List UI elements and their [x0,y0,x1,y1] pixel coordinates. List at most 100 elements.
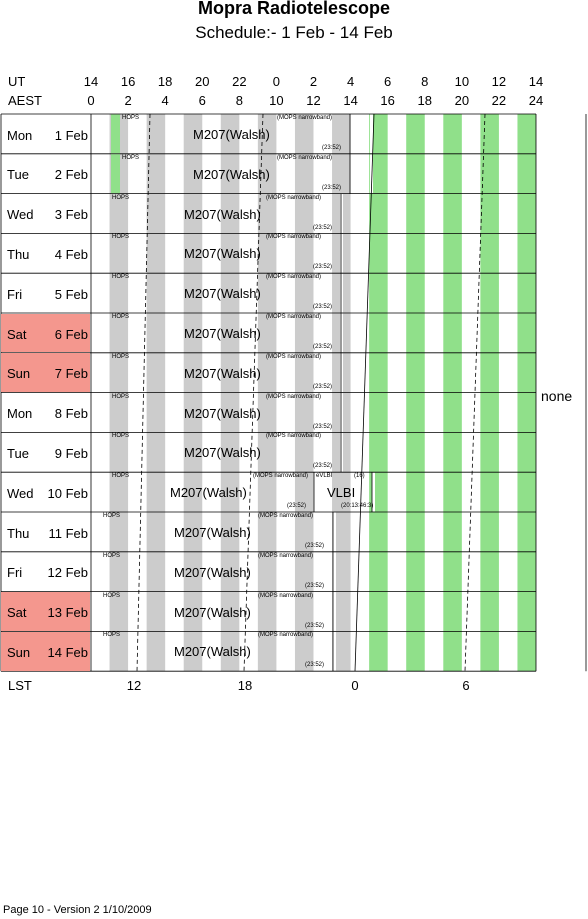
lst-time: (23:52) [305,543,325,549]
day-date: 12 Feb [47,565,88,581]
day-cell: Fri 5 Feb [1,274,90,313]
ut-tick: 4 [346,74,355,89]
project-label: M207(Walsh) [174,564,251,580]
day-cell: Mon 1 Feb [1,115,90,154]
hops-label: HOPS [122,154,140,161]
hops-label: HOPS [103,592,121,599]
lst-label: LST [8,678,32,693]
project-label: M207(Walsh) [174,525,251,540]
mops-label: (MOPS narrowband) [253,473,309,480]
ut-tick: 20 [195,74,210,89]
day-name: Sat [7,605,27,621]
lst-tick: 0 [351,678,359,693]
day-cell: Thu 4 Feb [1,234,90,273]
project-label: M207(Walsh) [184,246,261,262]
aest-tick: 4 [161,93,169,108]
aest-tick: 8 [235,93,243,108]
day-cell: Fri 12 Feb [1,552,90,591]
lst-dashed-line [464,113,486,672]
hops-label: HOPS [112,234,130,241]
mops-label: (MOPS narrowband) [258,592,314,599]
hops-label: HOPS [112,433,130,440]
early-slot [111,114,120,154]
gap-cover [340,393,343,432]
day-date: 5 Feb [54,286,88,302]
mops-label: (MOPS narrowband) [258,632,314,639]
aest-tick: 2 [124,93,132,108]
day-name: Fri [7,286,23,302]
project-label: M207(Walsh) [174,644,251,660]
mops-label: (MOPS narrowband) [277,115,333,121]
page-footer: Page 10 - Version 2 1/10/2009 [3,904,152,916]
gap-cover [340,353,343,393]
day-cell: Sat 6 Feb [1,313,90,353]
side-note: none [541,388,573,404]
lst-time: (23:52) [287,503,307,510]
day-date: 8 Feb [54,406,88,422]
ut-tick: 10 [454,74,470,89]
ut-tick: 2 [309,74,318,89]
gap-cover [340,273,343,313]
lst-time: (23:52) [305,582,325,589]
hops-label: HOPS [122,115,140,121]
lst-time: (23:52) [305,662,325,669]
day-name: Sat [7,326,27,342]
gap-cover [340,313,343,353]
mops-label: (MOPS narrowband) [258,513,314,519]
day-name: Wed [7,207,34,223]
lst-dashed-line [243,113,264,672]
vlbi-label: VLBI [327,485,356,501]
day-name: Mon [7,406,33,422]
lst-zero-line [354,113,375,672]
vlbi-lst: (20:13:46:3) [341,503,374,510]
lst-time: (23:52) [313,344,333,350]
mops-label: (MOPS narrowband) [266,234,322,241]
lst-tick: 18 [237,678,253,693]
mops-label: (MOPS narrowband) [266,194,322,201]
project-label: M207(Walsh) [193,166,270,182]
aest-tick: 14 [343,93,358,108]
day-cell: Sun 7 Feb [1,353,90,393]
day-cell: Sat 13 Feb [1,592,90,631]
day-date: 14 Feb [47,644,88,660]
day-name: Mon [7,127,33,143]
day-date: 3 Feb [54,207,88,223]
day-date: 2 Feb [54,167,88,183]
day-cell: Wed 10 Feb [1,473,90,512]
hops-label: HOPS [103,513,121,519]
mops-label: (MOPS narrowband) [266,433,322,440]
schedule-subtitle: Schedule:- 1 Feb - 14 Feb [195,23,393,42]
ut-tick: 22 [232,74,247,89]
day-date: 4 Feb [54,246,88,262]
project-label: M207(Walsh) [193,127,270,142]
mops-label: (MOPS narrowband) [266,353,322,360]
mops-label: (MOPS narrowband) [266,314,322,320]
aest-tick: 24 [528,93,544,108]
day-date: 1 Feb [54,127,88,143]
aest-tick: 16 [380,93,395,108]
project-label: M207(Walsh) [184,326,261,341]
gap-cover [333,552,336,592]
day-name: Tue [7,167,29,183]
gap-cover [333,512,336,552]
lst-time: (23:52) [313,423,333,430]
gap-cover [340,432,343,472]
gap-cover [370,154,373,194]
mops-label: (MOPS narrowband) [258,552,314,559]
early-slot [111,154,120,194]
page-title: Mopra Radiotelescope [197,0,391,18]
day-cell: Tue 2 Feb [1,154,90,193]
project-label: M207(Walsh) [170,485,247,501]
vlbi-code: (16) [354,473,365,480]
ut-tick: 12 [491,74,507,89]
evlbi-label: eVLBI [316,473,333,480]
day-cell: Wed 3 Feb [1,194,90,233]
lst-time: (23:52) [313,224,333,231]
aest-tick: 12 [306,93,321,108]
project-label: M207(Walsh) [174,604,251,620]
aest-tick: 0 [87,93,95,108]
aest-tick: 6 [198,93,206,108]
gap-cover [333,592,336,631]
lst-time: (23:52) [313,304,333,311]
aest-tick: 20 [454,93,470,108]
